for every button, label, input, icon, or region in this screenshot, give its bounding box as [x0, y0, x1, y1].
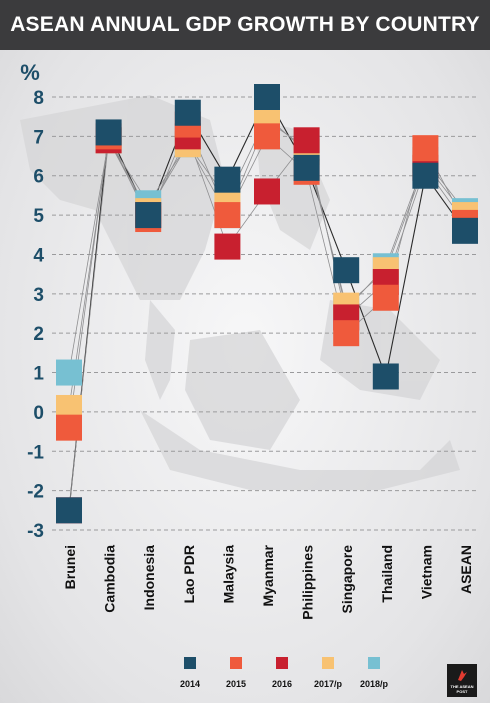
y-axis: % 8 7 6 5 4 3 2 1 0 -1 -2 -3 — [20, 60, 44, 542]
data-point — [214, 166, 241, 193]
y-tick-label: 5 — [33, 206, 44, 227]
legend-swatch — [368, 657, 380, 669]
data-point — [372, 363, 399, 390]
y-tick-label: 0 — [33, 403, 44, 424]
data-point — [214, 202, 241, 229]
x-tick-label: Singapore — [339, 545, 355, 614]
data-point — [333, 320, 360, 347]
x-tick-label: Lao PDR — [181, 545, 197, 603]
x-tick-label: Indonesia — [141, 545, 157, 611]
y-tick-label: 8 — [33, 88, 44, 109]
data-point — [135, 202, 162, 229]
data-point — [372, 284, 399, 311]
data-point — [56, 359, 82, 386]
legend-swatch — [230, 657, 242, 669]
y-tick-label: 6 — [33, 167, 44, 188]
x-tick-label: ASEAN — [458, 545, 474, 594]
title-bar: ASEAN ANNUAL GDP GROWTH BY COUNTRY — [0, 0, 490, 50]
x-tick-label: Philippines — [300, 545, 316, 620]
legend-swatch — [322, 657, 334, 669]
data-point — [56, 497, 82, 524]
x-tick-label: Malaysia — [220, 545, 236, 604]
x-tick-label: Myanmar — [260, 544, 276, 606]
y-axis-unit-label: % — [20, 60, 40, 85]
data-point — [412, 135, 439, 162]
legend-swatch — [184, 657, 196, 669]
legend-label: 2014 — [180, 679, 200, 689]
y-tick-label: -3 — [27, 521, 44, 542]
data-point — [254, 84, 280, 110]
data-point — [95, 119, 122, 146]
y-tick-label: 3 — [33, 285, 44, 306]
y-tick-label: 1 — [33, 364, 44, 385]
y-tick-label: 4 — [33, 245, 44, 266]
x-tick-label: Cambodia — [102, 545, 118, 613]
bird-logo-icon — [458, 670, 467, 681]
data-marks — [56, 84, 478, 524]
logo-text: THE ASEAN POST — [450, 684, 474, 694]
y-tick-label: 7 — [33, 127, 44, 148]
x-axis: Brunei Cambodia Indonesia Lao PDR Malaysia My… — [62, 544, 474, 619]
data-point — [56, 414, 82, 441]
legend-label: 2015 — [226, 679, 246, 689]
legend: 2014 2015 2016 2017/p 2018/p — [180, 657, 389, 689]
x-tick-label: Vietnam — [418, 545, 434, 599]
legend-swatch — [276, 657, 288, 669]
x-tick-label: Thailand — [379, 545, 395, 603]
y-tick-label: -1 — [27, 442, 44, 463]
data-point — [254, 123, 280, 150]
data-point — [333, 257, 360, 284]
legend-label: 2016 — [272, 679, 292, 689]
y-tick-label: 2 — [33, 324, 44, 345]
data-point — [452, 217, 478, 244]
chart-title: ASEAN ANNUAL GDP GROWTH BY COUNTRY — [10, 13, 480, 36]
data-point — [293, 154, 320, 181]
data-point — [174, 99, 201, 126]
map-silhouette — [20, 95, 460, 490]
the-asean-post-logo: THE ASEAN POST — [447, 664, 477, 697]
data-point — [254, 178, 280, 205]
x-tick-label: Brunei — [62, 545, 78, 589]
data-point — [293, 127, 320, 154]
data-point — [412, 162, 439, 189]
legend-label: 2018/p — [360, 679, 389, 689]
data-point — [214, 233, 241, 260]
y-tick-label: -2 — [27, 482, 44, 503]
legend-label: 2017/p — [314, 679, 343, 689]
